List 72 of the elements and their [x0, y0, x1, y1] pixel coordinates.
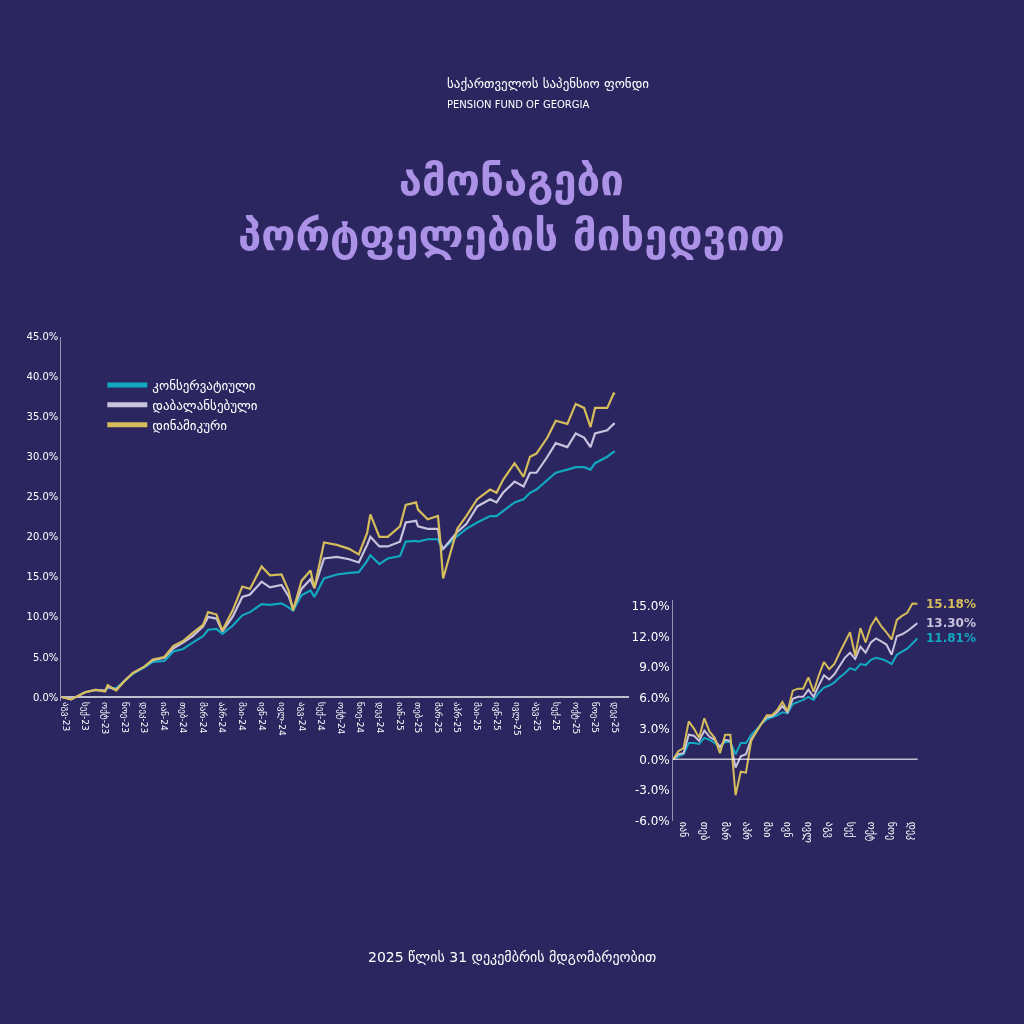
y-tick-label: 0.0% [32, 691, 59, 703]
x-tick-label: ივნ-24 [256, 702, 267, 732]
x-tick-label: აგვ [822, 821, 835, 838]
x-tick-label: აპრ-24 [217, 702, 228, 734]
x-tick-label: იან-24 [159, 702, 170, 731]
y-tick-label: 30.0% [26, 451, 59, 463]
x-tick-label: იან [678, 821, 690, 838]
x-tick-label: დეკ-23 [139, 702, 150, 734]
y-tick-label: 9.0% [639, 660, 670, 675]
x-tick-label: ოქტ-23 [100, 702, 111, 735]
x-tick-label: სექ-24 [315, 702, 326, 731]
x-tick-label: ივლ [802, 821, 815, 844]
x-tick-label: ოქტ-25 [570, 702, 581, 735]
x-tick-label: სექ-23 [80, 702, 91, 731]
x-tick-label: ოქტ [864, 821, 877, 842]
text: 2025 წლის 31 დეკემბრის მდგომარეობით [368, 949, 657, 965]
y-tick-label: 40.0% [26, 371, 59, 383]
x-tick-label: მარ-25 [433, 702, 444, 734]
x-tick-label: დეკ-25 [610, 702, 621, 734]
x-tick-label: აპრ-25 [452, 702, 463, 734]
x-tick-label: სექ-25 [550, 702, 561, 731]
y-tick-label: 25.0% [26, 491, 59, 503]
legend-label: დაბალანსებული [152, 397, 258, 413]
y-tick-label: 6.0% [639, 691, 670, 706]
x-tick-label: აპრ [740, 821, 752, 841]
data-label: 11.81% [926, 631, 976, 645]
y-tick-label: 0.0% [639, 752, 670, 767]
y-tick-label: 12.0% [631, 629, 670, 644]
x-tick-label: ნოე-23 [119, 702, 130, 734]
y-tick-label: -6.0% [634, 814, 670, 829]
text: PENSION FUND OF GEORGIA [447, 99, 590, 110]
x-tick-label: აგვ-24 [296, 702, 307, 732]
x-tick-label: მარ [719, 821, 731, 841]
text: საქართველოს საპენსიო ფონდი [447, 76, 650, 91]
x-tick-label: მაი-25 [472, 702, 483, 731]
x-tick-label: ნოე-25 [590, 702, 601, 734]
x-tick-label: დეკ-24 [375, 702, 386, 734]
x-tick-label: დეკ [906, 821, 919, 841]
legend-label: დინამიკური [152, 417, 228, 433]
y-tick-label: 20.0% [26, 531, 59, 543]
y-tick-label: 10.0% [26, 611, 59, 623]
x-tick-label: თებ [698, 821, 711, 841]
y-tick-label: -3.0% [634, 783, 670, 798]
x-tick-label: აგვ-25 [531, 702, 542, 732]
x-tick-label: აგვ-23 [60, 702, 71, 732]
data-label: 13.30% [926, 616, 976, 630]
x-tick-label: ნოე [885, 821, 898, 841]
data-label: 15.18% [926, 597, 976, 611]
x-tick-label: ივლ-24 [276, 702, 287, 736]
legend-label: კონსერვატიული [152, 377, 256, 393]
y-tick-label: 3.0% [639, 721, 670, 736]
x-tick-label: თებ-24 [178, 702, 189, 734]
x-tick-label: ივნ-25 [491, 702, 502, 731]
chart-title: ამონაგები პორტფელების მიხედვით [238, 156, 785, 260]
x-tick-label: მაი [761, 821, 773, 838]
x-tick-label: ივლ-25 [511, 702, 522, 736]
x-tick-label: ოქტ-24 [335, 702, 346, 735]
x-tick-label: ივნ [781, 821, 794, 838]
x-tick-label: მაი-24 [237, 702, 248, 731]
x-tick-label: იან-25 [395, 702, 406, 731]
y-tick-label: 35.0% [26, 411, 59, 423]
y-tick-label: 15.0% [26, 571, 59, 583]
line-series [673, 622, 918, 769]
x-tick-label: ნოე-24 [355, 702, 366, 734]
y-tick-label: 15.0% [631, 598, 670, 613]
line-series [673, 602, 918, 797]
x-tick-label: მარ-24 [198, 702, 209, 734]
x-tick-label: თებ-25 [413, 702, 424, 734]
y-tick-label: 45.0% [26, 331, 59, 343]
y-tick-label: 5.0% [32, 651, 59, 663]
x-tick-label: სექ [843, 821, 856, 838]
line-series [673, 637, 918, 761]
